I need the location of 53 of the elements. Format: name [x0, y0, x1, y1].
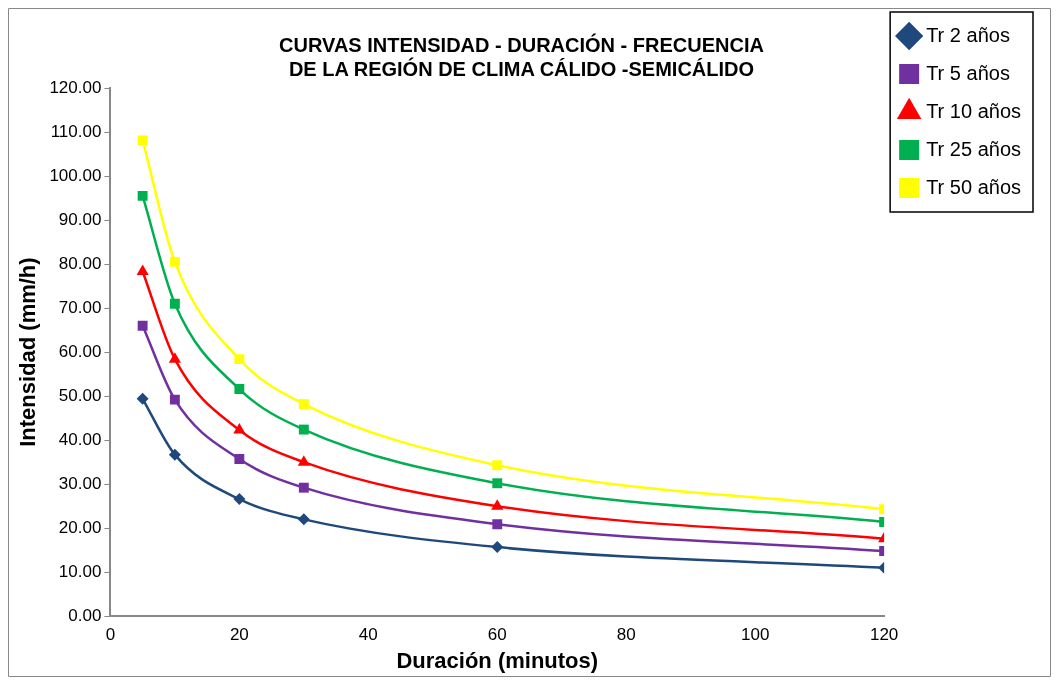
point: [297, 513, 310, 526]
x-tick-label: 80: [616, 625, 636, 645]
x-tick-label: 60: [487, 625, 507, 645]
point: [234, 454, 245, 465]
point: [298, 482, 309, 493]
point: [168, 448, 181, 461]
point: [169, 256, 180, 267]
y-tick-label: 110.00: [50, 121, 102, 141]
point: [168, 352, 181, 363]
y-tick-label: 70.00: [58, 297, 102, 317]
x-tick-label: 120: [869, 625, 899, 645]
legend-label: Tr 2 años: [926, 23, 1010, 46]
point: [169, 394, 180, 405]
point: [169, 298, 180, 309]
point: [136, 264, 149, 276]
point: [137, 135, 148, 146]
legend-label: Tr 10 años: [926, 99, 1022, 122]
y-tick-label: 100.00: [49, 165, 102, 185]
y-tick-label: 10.00: [58, 561, 102, 581]
x-tick-label: 0: [105, 625, 116, 645]
y-tick-label: 0.00: [68, 605, 102, 625]
y-tick-label: 50.00: [58, 385, 102, 405]
legend-label: Tr 25 años: [926, 137, 1022, 160]
y-tick-label: 60.00: [58, 341, 102, 361]
point: [491, 541, 504, 554]
legend-label: Tr 5 años: [926, 61, 1010, 84]
point: [492, 519, 503, 530]
y-tick-label: 120.00: [49, 77, 102, 97]
y-tick-label: 20.00: [58, 517, 102, 537]
point: [492, 460, 503, 471]
chart-title: CURVAS INTENSIDAD - DURACIÓN - FRECUENCIA DE LA REGIÓN DE CLIMA CÁLIDO -SEMICÁLIDO: [279, 32, 764, 80]
x-tick-label: 20: [229, 625, 249, 645]
x-tick-label: 40: [358, 625, 378, 645]
y-tick-label: 40.00: [58, 429, 102, 449]
y-axis-title: Intensidad (mm/h): [15, 257, 41, 447]
point: [234, 354, 245, 365]
point: [491, 499, 504, 510]
point: [233, 493, 246, 506]
point: [137, 320, 148, 331]
point: [234, 384, 245, 395]
y-tick-label: 90.00: [58, 209, 102, 229]
legend-label: Tr 50 años: [926, 175, 1022, 198]
x-axis-title: Duración (minutos): [396, 647, 599, 673]
x-tick-label: 100: [740, 625, 770, 645]
point: [492, 478, 503, 489]
point: [136, 392, 149, 405]
point: [298, 399, 309, 409]
y-tick-label: 30.00: [58, 473, 102, 493]
point: [297, 455, 310, 466]
point: [233, 423, 246, 434]
point: [298, 424, 309, 435]
y-tick-label: 80.00: [58, 253, 102, 273]
point: [137, 190, 148, 201]
